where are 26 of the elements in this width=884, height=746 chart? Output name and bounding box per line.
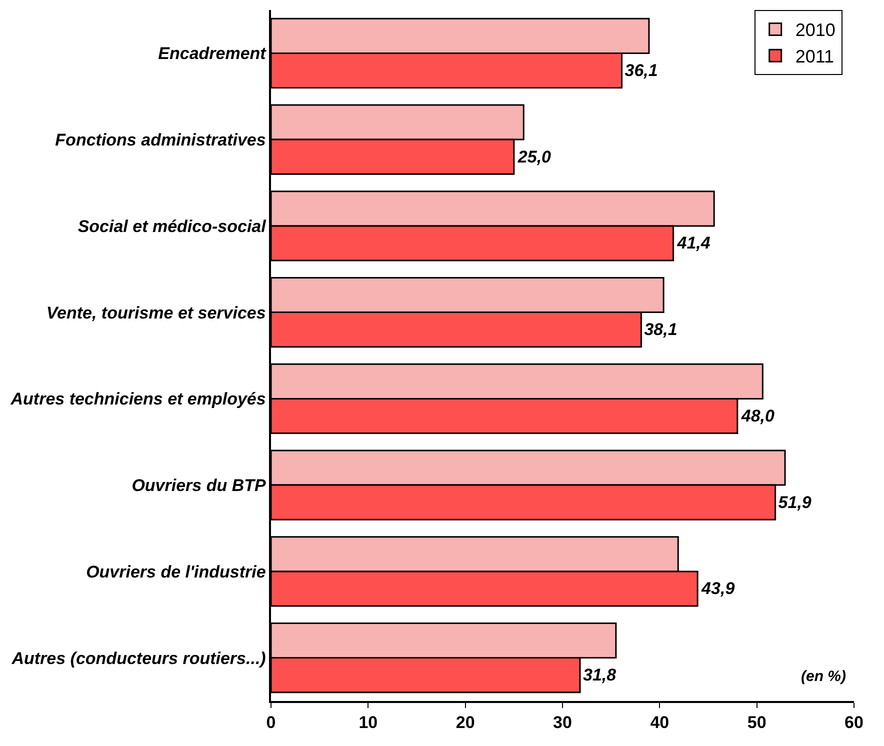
y-tick-label: Autres (conducteurs routiers...) <box>10 648 266 668</box>
y-tick-label: Vente, tourisme et services <box>46 303 266 322</box>
y-tick-label: Social et médico-social <box>78 216 268 236</box>
data-label: 38,1 <box>644 320 678 340</box>
x-tick-label: 20 <box>456 713 475 732</box>
y-tick-label: Ouvriers du BTP <box>132 476 267 496</box>
y-tick-label: Autres techniciens et employés <box>10 390 266 409</box>
data-label: 41,4 <box>676 234 711 253</box>
y-tick-label: Fonctions administratives <box>55 130 266 150</box>
x-tick-label: 60 <box>844 713 864 732</box>
x-tick-label: 30 <box>553 713 572 732</box>
x-tick-label: 50 <box>747 713 766 732</box>
data-label: 43,9 <box>700 579 736 598</box>
annotation: (en %) <box>801 668 846 685</box>
x-tick-label: 10 <box>358 713 378 732</box>
data-label: 31,8 <box>582 666 617 685</box>
x-tick-label: 0 <box>266 713 276 732</box>
legend-label: 2011 <box>795 46 834 67</box>
data-label: 36,1 <box>624 60 658 80</box>
x-tick-label: 40 <box>650 713 670 732</box>
y-tick-label: Encadrement <box>158 44 268 64</box>
data-label: 25,0 <box>516 147 552 166</box>
data-label: 48,0 <box>740 406 776 426</box>
data-label: 51,9 <box>778 492 812 512</box>
legend-label: 2010 <box>795 20 836 40</box>
y-tick-label: Ouvriers de l'industrie <box>86 562 266 582</box>
